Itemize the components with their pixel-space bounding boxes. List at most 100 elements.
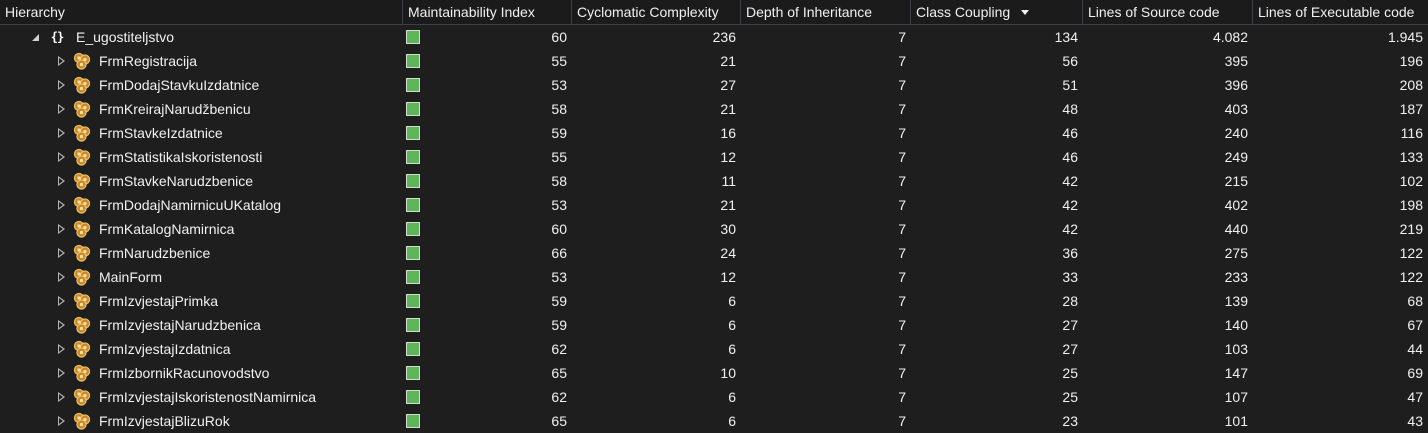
tree-row-class[interactable]: FrmKreirajNarudžbenicu 58 21 7 48 403 187 — [0, 97, 1428, 121]
lines-of-source-code-value: 403 — [1224, 101, 1248, 117]
maintainability-index-cell: 53 — [403, 73, 572, 97]
collapsed-arrow-icon[interactable] — [58, 392, 65, 402]
tree-row-class[interactable]: FrmStavkeNarudzbenice 58 11 7 42 215 102 — [0, 169, 1428, 193]
collapsed-arrow-icon[interactable] — [58, 296, 65, 306]
collapsed-arrow-icon[interactable] — [58, 320, 65, 330]
tree-row-class[interactable]: FrmStatistikaIskoristenosti 55 12 7 46 249 133 — [0, 145, 1428, 169]
cyclomatic-complexity-value: 12 — [720, 269, 736, 285]
class-coupling-value: 42 — [1062, 197, 1078, 213]
expanded-arrow-icon[interactable] — [32, 34, 39, 41]
tree-row-class[interactable]: FrmIzbornikRacunovodstvo 65 10 7 25 147 69 — [0, 361, 1428, 385]
maintainability-index-cell: 62 — [403, 385, 572, 409]
namespace-name: E_ugostiteljstvo — [76, 29, 175, 45]
collapsed-arrow-icon[interactable] — [58, 128, 65, 138]
tree-row-class[interactable]: FrmNarudzbenice 66 24 7 36 275 122 — [0, 241, 1428, 265]
column-header-maintainability-index-label: Maintainability Index — [408, 4, 535, 20]
cyclomatic-complexity-value: 24 — [720, 245, 736, 261]
column-header-lines-of-executable-code-label: Lines of Executable code — [1258, 4, 1415, 20]
maintainability-index-value: 55 — [551, 149, 567, 165]
maintainability-index-value: 58 — [551, 101, 567, 117]
column-header-cyclomatic-complexity-label: Cyclomatic Complexity — [577, 4, 719, 20]
tree-row-class[interactable]: FrmIzvjestajIzdatnica 62 6 7 27 103 44 — [0, 337, 1428, 361]
depth-of-inheritance-value: 7 — [898, 173, 906, 189]
lines-of-source-code-value: 147 — [1224, 365, 1248, 381]
collapsed-arrow-icon[interactable] — [58, 368, 65, 378]
depth-of-inheritance-value: 7 — [898, 221, 906, 237]
maintainability-index-cell: 59 — [403, 121, 572, 145]
lines-of-executable-code-value: 196 — [1399, 53, 1423, 69]
hierarchy-cell: FrmStavkeNarudzbenice — [0, 169, 403, 193]
collapsed-arrow-icon[interactable] — [58, 416, 65, 426]
tree-row-class[interactable]: FrmRegistracija 55 21 7 56 395 196 — [0, 49, 1428, 73]
column-header-maintainability-index[interactable]: Maintainability Index — [403, 0, 572, 24]
maintainability-index-value: 53 — [551, 269, 567, 285]
depth-of-inheritance-value: 7 — [898, 341, 906, 357]
tree-row-class[interactable]: MainForm 53 12 7 33 233 122 — [0, 265, 1428, 289]
maintainability-index-value: 53 — [551, 77, 567, 93]
cyclomatic-complexity-value: 30 — [720, 221, 736, 237]
cyclomatic-complexity-value: 21 — [720, 53, 736, 69]
maintainability-index-cell: 66 — [403, 241, 572, 265]
class-name: FrmIzvjestajIskoristenostNamirnica — [99, 389, 317, 405]
tree-row-class[interactable]: FrmDodajNamirnicuUKatalog 53 21 7 42 402 198 — [0, 193, 1428, 217]
tree-row-class[interactable]: FrmStavkeIzdatnice 59 16 7 46 240 116 — [0, 121, 1428, 145]
collapsed-arrow-icon[interactable] — [58, 152, 65, 162]
lines-of-source-code-value: 440 — [1224, 221, 1248, 237]
column-header-cyclomatic-complexity[interactable]: Cyclomatic Complexity — [572, 0, 741, 24]
lines-of-executable-code-value: 1.945 — [1387, 29, 1423, 45]
cyclomatic-complexity-value: 27 — [720, 77, 736, 93]
column-header-lines-of-source-code[interactable]: Lines of Source code — [1083, 0, 1253, 24]
collapsed-arrow-icon[interactable] — [58, 200, 65, 210]
lines-of-source-code-value: 402 — [1224, 197, 1248, 213]
green-rating-icon — [406, 198, 420, 212]
column-header-hierarchy[interactable]: Hierarchy — [0, 0, 403, 24]
depth-of-inheritance-value: 7 — [898, 101, 906, 117]
class-icon — [73, 124, 91, 142]
collapsed-arrow-icon[interactable] — [58, 344, 65, 354]
tree-row-class[interactable]: FrmKatalogNamirnica 60 30 7 42 440 219 — [0, 217, 1428, 241]
tree-row-class[interactable]: FrmIzvjestajBlizuRok 65 6 7 23 101 43 — [0, 409, 1428, 433]
class-coupling-value: 27 — [1062, 341, 1078, 357]
tree-row-class[interactable]: FrmIzvjestajPrimka 59 6 7 28 139 68 — [0, 289, 1428, 313]
tree-row-class[interactable]: FrmIzvjestajNarudzbenica 59 6 7 27 140 67 — [0, 313, 1428, 337]
class-icon — [73, 172, 91, 190]
hierarchy-cell: FrmKatalogNamirnica — [0, 217, 403, 241]
collapsed-arrow-icon[interactable] — [58, 224, 65, 234]
depth-of-inheritance-value: 7 — [898, 317, 906, 333]
sort-descending-icon — [1021, 9, 1030, 15]
class-name: MainForm — [99, 269, 163, 285]
lines-of-executable-code-value: 69 — [1407, 365, 1423, 381]
class-coupling-value: 48 — [1062, 101, 1078, 117]
depth-of-inheritance-value: 7 — [898, 245, 906, 261]
maintainability-index-value: 66 — [551, 245, 567, 261]
class-name: FrmStavkeNarudzbenice — [99, 173, 254, 189]
tree-row-namespace[interactable]: {} E_ugostiteljstvo 60 236 7 134 4.082 1.945 — [0, 25, 1428, 49]
maintainability-index-value: 60 — [551, 221, 567, 237]
lines-of-source-code-value: 4.082 — [1212, 29, 1248, 45]
collapsed-arrow-icon[interactable] — [58, 248, 65, 258]
collapsed-arrow-icon[interactable] — [58, 80, 65, 90]
lines-of-executable-code-value: 198 — [1399, 197, 1423, 213]
column-header-depth-of-inheritance[interactable]: Depth of Inheritance — [741, 0, 911, 24]
hierarchy-cell: FrmIzvjestajNarudzbenica — [0, 313, 403, 337]
class-coupling-value: 42 — [1062, 173, 1078, 189]
green-rating-icon — [406, 246, 420, 260]
green-rating-icon — [406, 78, 420, 92]
class-name: FrmNarudzbenice — [99, 245, 211, 261]
maintainability-index-value: 55 — [551, 53, 567, 69]
tree-row-class[interactable]: FrmDodajStavkuIzdatnice 53 27 7 51 396 208 — [0, 73, 1428, 97]
column-header-class-coupling[interactable]: Class Coupling — [911, 0, 1083, 24]
depth-of-inheritance-value: 7 — [898, 29, 906, 45]
maintainability-index-value: 65 — [551, 413, 567, 429]
collapsed-arrow-icon[interactable] — [58, 272, 65, 282]
column-header-lines-of-executable-code[interactable]: Lines of Executable code — [1253, 0, 1428, 24]
hierarchy-cell: FrmStavkeIzdatnice — [0, 121, 403, 145]
collapsed-arrow-icon[interactable] — [58, 56, 65, 66]
column-header-depth-of-inheritance-label: Depth of Inheritance — [746, 4, 873, 20]
tree-row-class[interactable]: FrmIzvjestajIskoristenostNamirnica 62 6 7 25… — [0, 385, 1428, 409]
cyclomatic-complexity-value: 12 — [720, 149, 736, 165]
collapsed-arrow-icon[interactable] — [58, 176, 65, 186]
class-name: FrmKreirajNarudžbenicu — [99, 101, 251, 117]
collapsed-arrow-icon[interactable] — [58, 104, 65, 114]
maintainability-index-cell: 53 — [403, 265, 572, 289]
